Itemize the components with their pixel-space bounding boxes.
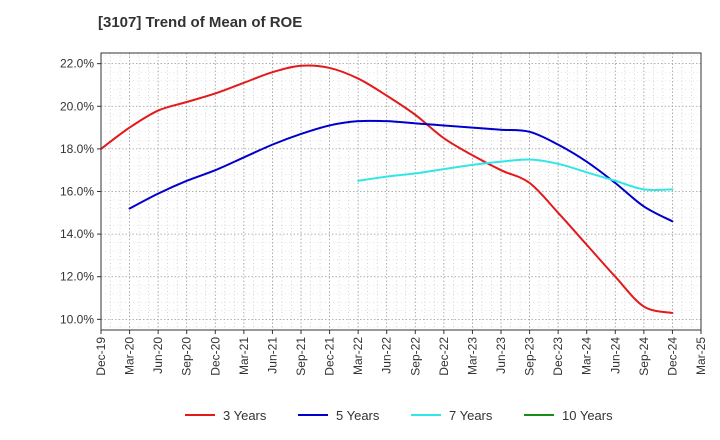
series-lines	[100, 64, 674, 314]
x-tick-label: Mar-20	[123, 337, 137, 375]
x-tick-label: Dec-19	[94, 337, 108, 376]
x-tick-label: Sep-22	[408, 337, 422, 376]
x-tick-label: Jun-21	[265, 337, 279, 374]
legend-label: 3 Years	[223, 408, 267, 423]
x-tick-label: Dec-22	[437, 337, 451, 376]
x-tick-label: Mar-23	[465, 337, 479, 375]
x-tick-label: Sep-23	[523, 337, 537, 376]
plot-background	[101, 53, 701, 330]
x-axis-ticks: Dec-19 Mar-20 Jun-20 Sep-20 Dec-20 Mar-21 Jun-…	[94, 330, 708, 376]
legend-item-10-years: 10 Years	[524, 408, 613, 423]
grid-lines	[101, 53, 701, 330]
legend-label: 10 Years	[562, 408, 613, 423]
x-tick-label: Dec-20	[208, 337, 222, 376]
y-tick-label: 14.0%	[60, 227, 94, 241]
x-tick-label: Jun-20	[151, 337, 165, 374]
legend: 3 Years 5 Years 7 Years 10 Years	[185, 408, 613, 423]
x-tick-label: Dec-23	[551, 337, 565, 376]
legend-item-5-years: 5 Years	[298, 408, 380, 423]
legend-label: 7 Years	[449, 408, 493, 423]
y-tick-label: 16.0%	[60, 185, 94, 199]
x-tick-label: Jun-23	[494, 337, 508, 374]
x-tick-label: Mar-22	[351, 337, 365, 375]
x-tick-label: Sep-21	[294, 337, 308, 376]
series-line-3-years	[100, 64, 674, 314]
x-tick-label: Dec-21	[323, 337, 337, 376]
x-tick-label: Jun-24	[608, 337, 622, 374]
x-tick-label: Dec-24	[665, 337, 679, 376]
series-line-5-years	[128, 119, 674, 223]
legend-item-7-years: 7 Years	[411, 408, 493, 423]
series-line-7-years	[357, 158, 674, 191]
x-tick-label: Sep-24	[637, 337, 651, 376]
x-tick-label: Sep-20	[180, 337, 194, 376]
x-tick-label: Mar-25	[694, 337, 708, 375]
legend-item-3-years: 3 Years	[185, 408, 267, 423]
y-tick-label: 10.0%	[60, 312, 94, 326]
x-tick-label: Jun-22	[380, 337, 394, 374]
y-axis-ticks: 10.0% 12.0% 14.0% 16.0% 18.0% 20.0% 22.0%	[60, 57, 101, 326]
y-tick-label: 20.0%	[60, 99, 94, 113]
y-tick-label: 18.0%	[60, 142, 94, 156]
y-tick-label: 12.0%	[60, 270, 94, 284]
legend-label: 5 Years	[336, 408, 380, 423]
x-tick-label: Mar-24	[580, 337, 594, 375]
y-tick-label: 22.0%	[60, 57, 94, 71]
x-tick-label: Mar-21	[237, 337, 251, 375]
chart-title: [3107] Trend of Mean of ROE	[98, 14, 303, 31]
